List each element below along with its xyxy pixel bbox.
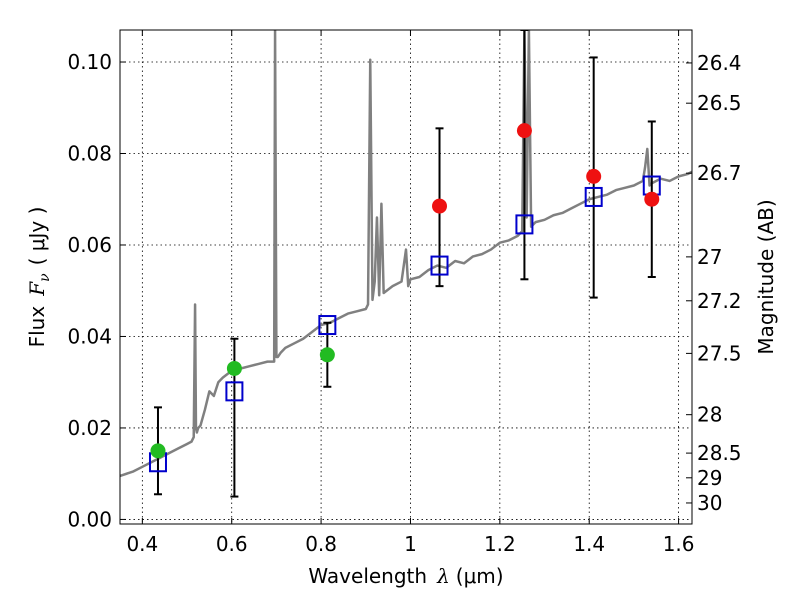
spectrum-line [120,30,692,478]
observed-point [150,443,166,459]
axes: 0.4 0.6 0.8 1 1.2 1.4 1.6 0.00 0.02 0.04 0.06 0.08 0… [67,30,742,556]
x-tick-label: 1.2 [484,532,516,556]
y-tick-label: 0.00 [67,507,112,531]
mag-tick-label: 26.5 [697,91,742,115]
y-tick-label: 0.10 [67,50,112,74]
mag-tick-label: 26.7 [697,161,742,185]
observed-point [516,123,532,139]
model-point [584,186,603,207]
x-tick-label: 1 [404,532,417,556]
plot-area [120,30,692,498]
mag-tick-label: 28.5 [697,441,742,465]
x-axis-label: Wavelength λ (μm) [308,564,503,588]
x-tick-label: 1.6 [663,532,695,556]
mag-tick-label: 29 [697,466,722,490]
observed-point [319,347,335,363]
mag-tick-label: 28 [697,403,722,427]
right-axis-label: Magnitude (AB) [754,199,778,354]
y-tick-label: 0.08 [67,142,112,166]
y-axis-label: FluxFν( μJy ) [25,207,53,348]
model-point [515,214,534,235]
mag-tick-label: 26.4 [697,51,742,75]
mag-tick-label: 27.5 [697,341,742,365]
model-point [318,315,337,336]
observed-point [586,168,602,184]
x-tick-label: 0.6 [216,532,248,556]
mag-tick-label: 27.2 [697,289,742,313]
grid [120,30,692,524]
observed-point [644,191,660,207]
model-point [430,255,449,276]
y-tick-label: 0.02 [67,416,112,440]
y-tick-label: 0.04 [67,324,112,348]
x-tick-label: 0.8 [305,532,337,556]
observed-point [432,198,448,214]
plot-frame [119,29,693,525]
y-tick-label: 0.06 [67,233,112,257]
mag-tick-label: 30 [697,491,722,515]
x-tick-label: 0.4 [126,532,158,556]
observed-point [226,360,242,376]
model-point [225,381,244,402]
x-tick-label: 1.4 [573,532,605,556]
mag-tick-label: 27 [697,245,722,269]
